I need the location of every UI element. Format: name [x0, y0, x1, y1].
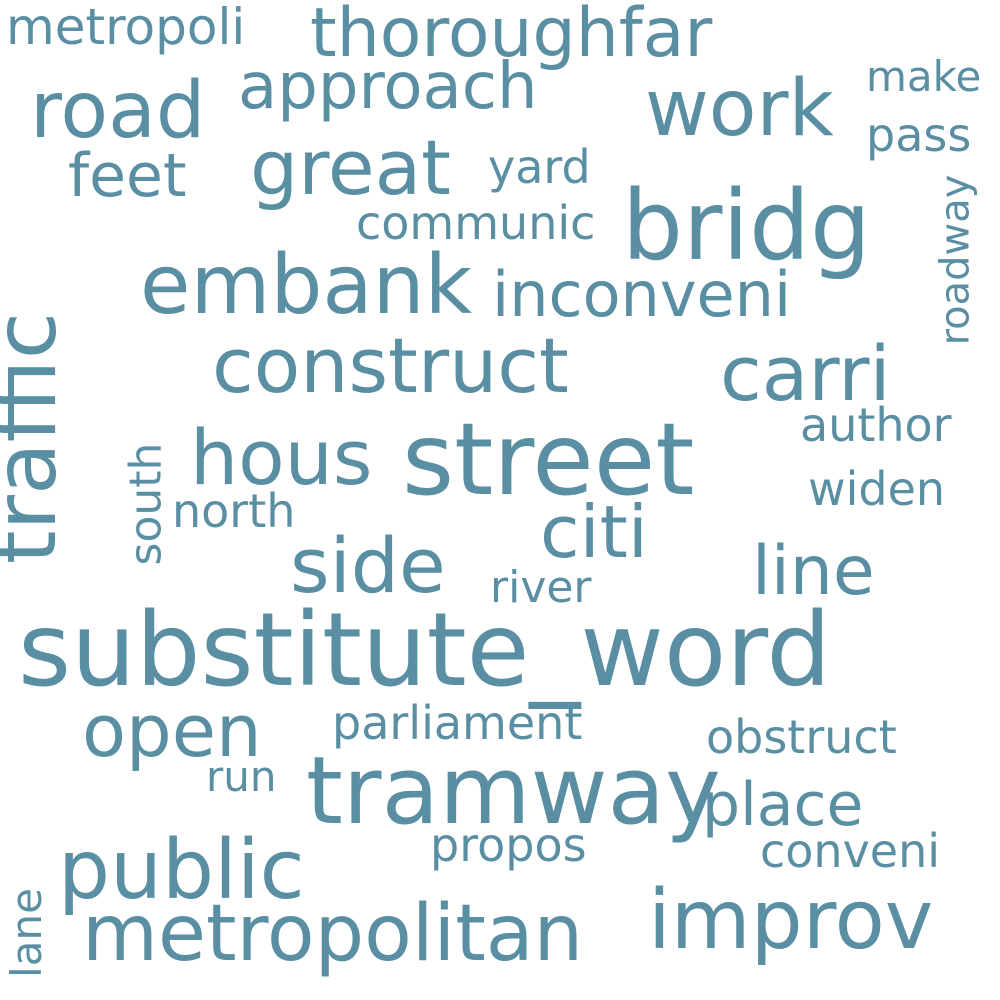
word-carri: carri [720, 329, 891, 418]
word-metropoli: metropoli [6, 0, 246, 56]
word-tramway: tramway [306, 737, 721, 846]
word-hous: hous [190, 413, 373, 502]
word-improv: improv [648, 873, 934, 968]
word-road: road [30, 66, 206, 156]
word-yard: yard [488, 140, 591, 194]
word-parliament: parliament [332, 696, 583, 750]
word-line: line [752, 532, 875, 611]
word-citi: citi [540, 490, 648, 574]
word-traffic: traffic [0, 311, 77, 565]
word-work: work [645, 64, 834, 154]
word-north: north [172, 484, 296, 538]
word-substitute-word: substitute_word [18, 591, 832, 710]
word-side: side [290, 521, 446, 610]
word-lane: lane [1, 888, 51, 978]
word-great: great [250, 123, 451, 212]
word-propos: propos [430, 818, 587, 872]
word-approach: approach [238, 50, 538, 124]
word-communic: communic [356, 196, 596, 250]
word-street: street [402, 401, 695, 518]
word-widen: widen [808, 462, 946, 516]
word-thoroughfar: thoroughfar [310, 0, 713, 73]
word-conveni: conveni [760, 824, 941, 878]
word-author: author [800, 398, 952, 452]
word-run: run [206, 752, 277, 801]
word-bridg: bridg [622, 170, 871, 282]
word-place: place [702, 770, 864, 840]
word-construct: construct [212, 321, 569, 410]
word-make: make [866, 52, 982, 101]
word-embank: embank [140, 238, 473, 333]
word-roadway: roadway [932, 174, 979, 346]
word-feet: feet [68, 141, 187, 211]
word-pass: pass [866, 108, 972, 162]
word-obstruct: obstruct [706, 710, 897, 764]
word-open: open [82, 689, 262, 773]
word-public: public [58, 823, 305, 918]
word-inconveni: inconveni [492, 258, 792, 331]
word-south: south [120, 442, 172, 566]
word-metropolitan: metropolitan [82, 889, 584, 979]
word-river: river [490, 562, 592, 613]
